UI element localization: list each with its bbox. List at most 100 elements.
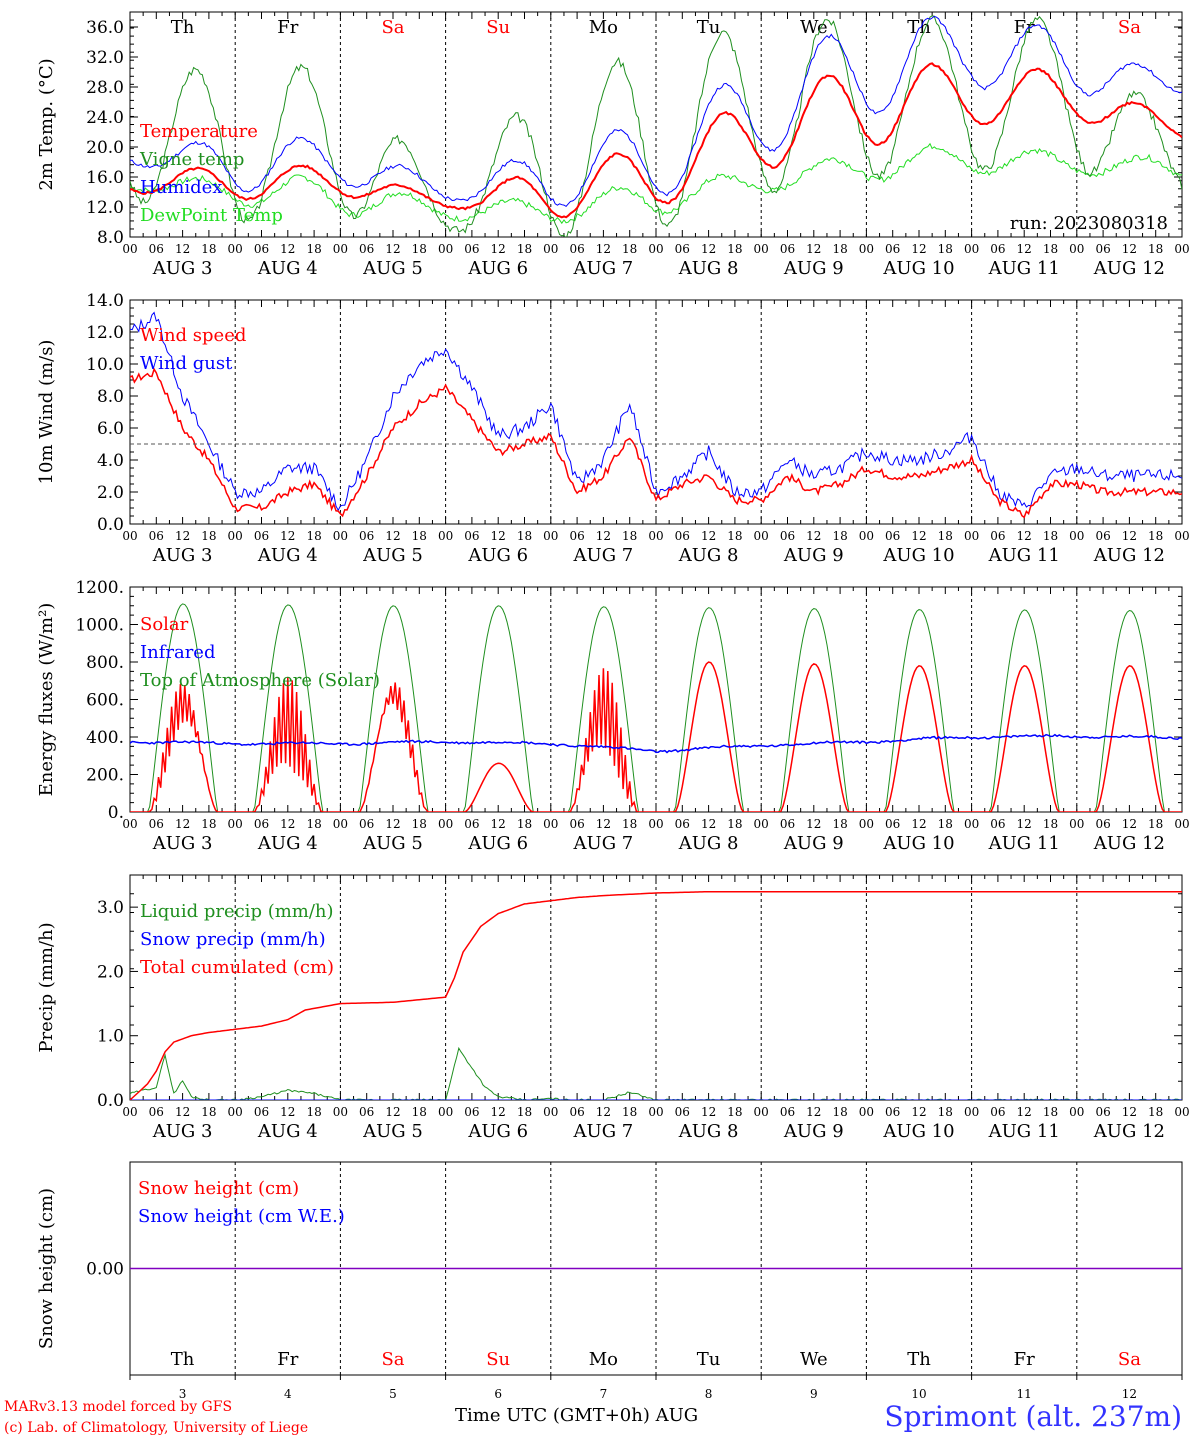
legend-entry: Vigne temp bbox=[139, 149, 244, 170]
y-tick-label: 10.0 bbox=[86, 355, 124, 375]
hour-tick-label: 12 bbox=[491, 817, 506, 831]
day-number-label: 4 bbox=[284, 1387, 292, 1401]
hour-tick-label: 06 bbox=[780, 817, 795, 831]
hour-tick-label: 12 bbox=[701, 529, 716, 543]
hour-tick-label: 06 bbox=[1095, 1105, 1110, 1119]
legend-entry: Temperature bbox=[140, 121, 258, 142]
hour-tick-label: 18 bbox=[1148, 529, 1163, 543]
hour-tick-label: 12 bbox=[1017, 817, 1032, 831]
hour-tick-label: 00 bbox=[543, 817, 558, 831]
hour-tick-label: 06 bbox=[990, 529, 1005, 543]
legend-entry: Wind gust bbox=[140, 353, 233, 374]
temperature-line bbox=[130, 62, 1182, 219]
hour-tick-label: 00 bbox=[754, 817, 769, 831]
hour-tick-label: 18 bbox=[832, 529, 847, 543]
vigne-temp-line bbox=[130, 15, 1182, 237]
y-tick-label: 0.0 bbox=[97, 1091, 124, 1111]
hour-tick-label: 00 bbox=[648, 242, 663, 256]
hour-tick-label: 06 bbox=[149, 242, 164, 256]
y-axis-label: Precip (mm/h) bbox=[36, 922, 57, 1052]
panel-1: 00 06 12 18 00 06 12 18 00 06 12 18 00 06 12 18 00 06 12 18… bbox=[36, 11, 1190, 279]
hour-tick-label: 12 bbox=[385, 1105, 400, 1119]
hour-tick-label: 12 bbox=[701, 242, 716, 256]
hour-tick-label: 12 bbox=[385, 242, 400, 256]
hour-tick-label: 18 bbox=[517, 1105, 532, 1119]
hour-tick-label: 18 bbox=[727, 817, 742, 831]
hour-tick-label: 00 bbox=[1069, 817, 1084, 831]
y-axis-label: Snow height (cm) bbox=[36, 1188, 57, 1349]
y-tick-label: 200. bbox=[86, 766, 124, 786]
date-label: AUG 7 bbox=[573, 1121, 634, 1142]
hour-tick-label: 06 bbox=[780, 529, 795, 543]
hour-tick-label: 06 bbox=[885, 1105, 900, 1119]
hour-tick-label: 18 bbox=[1148, 242, 1163, 256]
weekday-label: We bbox=[800, 1349, 828, 1370]
date-label: AUG 6 bbox=[467, 833, 528, 854]
run-label: run: 2023080318 bbox=[1010, 213, 1168, 234]
hour-tick-label: 00 bbox=[964, 1105, 979, 1119]
hour-tick-label: 06 bbox=[254, 817, 269, 831]
hour-tick-label: 12 bbox=[1017, 529, 1032, 543]
hour-tick-label: 06 bbox=[675, 242, 690, 256]
hour-tick-label: 18 bbox=[306, 1105, 321, 1119]
hour-tick-label: 06 bbox=[780, 1105, 795, 1119]
date-label: AUG 3 bbox=[152, 545, 213, 566]
hour-tick-label: 18 bbox=[1148, 1105, 1163, 1119]
date-label: AUG 4 bbox=[257, 258, 318, 279]
hour-tick-label: 00 bbox=[122, 817, 137, 831]
hour-tick-label: 12 bbox=[280, 1105, 295, 1119]
hour-tick-label: 06 bbox=[569, 817, 584, 831]
hour-tick-label: 06 bbox=[149, 529, 164, 543]
date-label: AUG 8 bbox=[678, 833, 739, 854]
y-tick-label: 24.0 bbox=[86, 108, 124, 128]
date-label: AUG 3 bbox=[152, 833, 213, 854]
hour-tick-label: 06 bbox=[885, 817, 900, 831]
day-number-label: 9 bbox=[810, 1387, 818, 1401]
hour-tick-label: 18 bbox=[517, 242, 532, 256]
weekday-label: Sa bbox=[381, 1349, 404, 1370]
hour-tick-label: 00 bbox=[1174, 1105, 1189, 1119]
solar-line bbox=[130, 661, 1182, 812]
series-group bbox=[130, 890, 1182, 1100]
hour-tick-label: 12 bbox=[596, 242, 611, 256]
hour-tick-label: 12 bbox=[1122, 1105, 1137, 1119]
hour-tick-label: 00 bbox=[1069, 242, 1084, 256]
hour-tick-label: 06 bbox=[464, 1105, 479, 1119]
hour-tick-label: 06 bbox=[464, 242, 479, 256]
date-label: AUG 11 bbox=[988, 545, 1060, 566]
hour-tick-label: 00 bbox=[1174, 529, 1189, 543]
hour-tick-label: 06 bbox=[359, 242, 374, 256]
date-label: AUG 9 bbox=[783, 1121, 844, 1142]
weekday-label: Su bbox=[486, 1349, 510, 1370]
y-tick-label: 1.0 bbox=[97, 1027, 124, 1047]
hour-tick-label: 18 bbox=[412, 817, 427, 831]
date-label: AUG 12 bbox=[1093, 833, 1165, 854]
hour-tick-label: 18 bbox=[201, 817, 216, 831]
date-label: AUG 9 bbox=[783, 258, 844, 279]
hour-tick-label: 18 bbox=[832, 242, 847, 256]
hour-tick-label: 00 bbox=[543, 242, 558, 256]
hour-tick-label: 12 bbox=[806, 529, 821, 543]
weekday-label: Tu bbox=[697, 1349, 721, 1370]
hour-tick-label: 00 bbox=[122, 1105, 137, 1119]
y-tick-label: 3.0 bbox=[97, 898, 124, 918]
hour-tick-label: 12 bbox=[596, 529, 611, 543]
hour-tick-label: 18 bbox=[201, 1105, 216, 1119]
legend-entry: Humidex bbox=[140, 177, 222, 198]
hour-tick-label: 00 bbox=[754, 1105, 769, 1119]
date-label: AUG 8 bbox=[678, 1121, 739, 1142]
hour-tick-label: 06 bbox=[359, 817, 374, 831]
hour-tick-label: 00 bbox=[228, 817, 243, 831]
series-group bbox=[130, 15, 1182, 237]
hour-tick-label: 00 bbox=[543, 529, 558, 543]
hour-tick-label: 06 bbox=[464, 529, 479, 543]
hour-tick-label: 12 bbox=[911, 242, 926, 256]
hour-tick-label: 18 bbox=[517, 529, 532, 543]
date-label: AUG 11 bbox=[988, 258, 1060, 279]
date-label: AUG 7 bbox=[573, 833, 634, 854]
date-label: AUG 8 bbox=[678, 258, 739, 279]
hour-tick-label: 18 bbox=[938, 1105, 953, 1119]
date-label: AUG 12 bbox=[1093, 1121, 1165, 1142]
hour-tick-label: 00 bbox=[543, 1105, 558, 1119]
hour-tick-label: 00 bbox=[964, 817, 979, 831]
